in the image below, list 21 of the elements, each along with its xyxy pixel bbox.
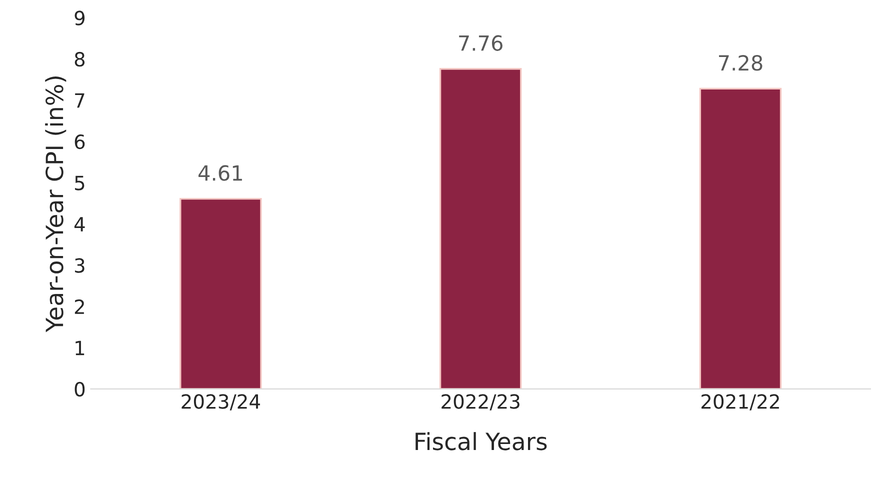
y-tick-label: 9 <box>74 10 85 26</box>
y-tick-label: 2 <box>74 299 84 314</box>
data-label: 4.61 <box>198 165 242 181</box>
x-tick-label: 2023/24 <box>182 394 260 410</box>
y-tick-label: 8 <box>74 52 85 67</box>
x-tick-label: 2022/23 <box>442 394 520 410</box>
y-tick-label: 0 <box>74 382 85 397</box>
y-tick-label: 3 <box>74 258 84 273</box>
x-tick-label: 2021/22 <box>702 394 779 410</box>
y-tick-label: 5 <box>75 176 84 190</box>
y-tick-label: 7 <box>75 93 84 108</box>
data-label: 7.28 <box>718 54 762 71</box>
data-label: 7.76 <box>459 35 502 51</box>
y-axis-title: Year-on-Year CPI (in%) <box>45 76 66 332</box>
y-tick-label: 1 <box>76 340 84 356</box>
x-axis-title: Fiscal Years <box>416 432 547 450</box>
bar <box>699 88 782 389</box>
bar <box>439 68 522 389</box>
bar <box>180 198 262 389</box>
y-tick-label: 6 <box>74 134 85 150</box>
y-tick-label: 4 <box>74 217 85 232</box>
